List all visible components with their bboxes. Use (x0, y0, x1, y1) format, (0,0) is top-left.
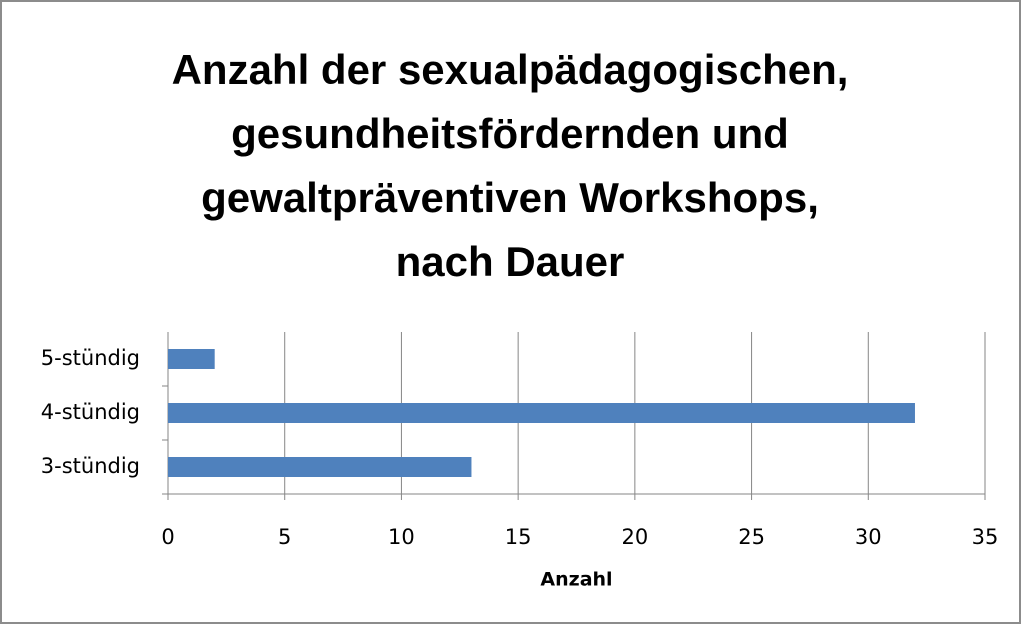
x-tick-label: 25 (738, 525, 765, 549)
x-tick-label: 15 (505, 525, 532, 549)
chart-title: Anzahl der sexualpädagogischen, gesundhe… (171, 46, 849, 285)
x-tick-label: 30 (855, 525, 882, 549)
bar (168, 403, 915, 423)
x-tick-label: 35 (972, 525, 999, 549)
y-tick-label: 4-stündig (41, 400, 140, 424)
x-axis-label: Anzahl (540, 569, 612, 591)
x-tick-label: 10 (388, 525, 415, 549)
x-tick-label: 5 (278, 525, 291, 549)
bar (168, 349, 215, 369)
x-tick-label: 0 (161, 525, 174, 549)
y-tick-label: 5-stündig (41, 346, 140, 370)
bar (168, 457, 472, 477)
x-tick-label: 20 (621, 525, 648, 549)
y-tick-label: 3-stündig (41, 454, 140, 478)
